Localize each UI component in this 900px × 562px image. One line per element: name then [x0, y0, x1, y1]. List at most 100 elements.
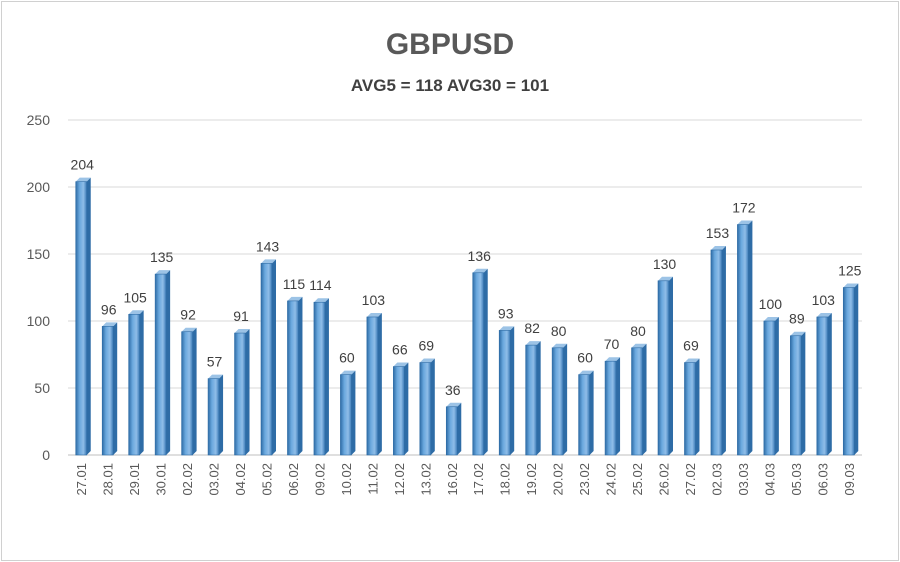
data-label: 125 — [838, 263, 862, 279]
x-tick-label: 06.02 — [286, 463, 301, 496]
bar — [525, 341, 541, 456]
bar-front — [128, 313, 140, 456]
x-tick-label: 28.01 — [101, 463, 116, 496]
bar — [816, 312, 832, 456]
data-label: 82 — [524, 320, 540, 336]
data-label: 204 — [71, 157, 95, 173]
bar-side — [457, 402, 462, 455]
bar-top — [737, 220, 753, 225]
bar — [604, 357, 621, 456]
x-tick-label: 11.02 — [365, 463, 380, 495]
data-label: 136 — [468, 248, 492, 264]
bar — [763, 317, 779, 456]
bar — [313, 298, 329, 456]
bar-side — [139, 310, 144, 455]
bar-side — [377, 312, 382, 455]
bar-side — [774, 317, 779, 455]
bar-side — [430, 358, 435, 455]
bar-top — [313, 298, 329, 303]
bar-front — [101, 326, 114, 456]
bar-side — [695, 358, 700, 455]
x-tick-label: 30.01 — [154, 463, 169, 496]
data-label: 60 — [339, 350, 355, 366]
bar-top — [234, 329, 250, 334]
bar — [75, 177, 91, 456]
bar — [790, 331, 806, 456]
bar — [234, 329, 250, 456]
y-tick-label: 0 — [42, 447, 50, 463]
bar-front — [287, 300, 299, 456]
bar-top — [419, 358, 435, 363]
x-tick-label: 04.02 — [233, 463, 248, 496]
x-tick-label: 02.03 — [709, 463, 724, 496]
bar-top — [155, 270, 171, 275]
bar-side — [324, 298, 329, 455]
bar-top — [843, 283, 859, 288]
bar — [472, 268, 488, 456]
bar-front — [207, 378, 220, 456]
bar-top — [631, 343, 647, 348]
bar-side — [113, 322, 118, 455]
bar-top — [261, 259, 276, 264]
bar-front — [551, 347, 564, 456]
data-label: 172 — [732, 200, 756, 216]
bar-top — [128, 310, 144, 315]
bar-front — [737, 224, 749, 456]
data-label: 130 — [653, 256, 677, 272]
data-label: 100 — [759, 296, 783, 312]
x-tick-label: 26.02 — [657, 463, 672, 496]
bar — [340, 370, 356, 456]
bar — [181, 327, 197, 456]
data-label: 69 — [419, 338, 435, 354]
data-label: 153 — [706, 225, 730, 241]
bar-front — [710, 249, 723, 456]
bar-side — [589, 370, 594, 455]
bar-front — [498, 330, 511, 456]
y-axis: 0 50 100 150 200 250 — [27, 112, 51, 463]
bar-side — [272, 259, 276, 455]
bar-top — [552, 343, 568, 348]
bar-top — [472, 268, 488, 273]
bar — [207, 374, 224, 456]
bar-side — [510, 326, 515, 455]
bar-front — [445, 406, 458, 456]
x-tick-label: 24.02 — [604, 463, 619, 496]
data-label: 70 — [604, 336, 620, 352]
bar-side — [483, 268, 488, 455]
bar-front — [154, 273, 167, 456]
data-label: 60 — [577, 350, 593, 366]
x-tick-label: 04.03 — [762, 463, 777, 496]
data-label: 96 — [101, 301, 117, 317]
bar-side — [192, 327, 197, 455]
x-tick-label: 18.02 — [498, 463, 513, 496]
bar-front — [181, 331, 193, 456]
bar-side — [245, 329, 250, 455]
bar-top — [287, 296, 303, 301]
bar — [393, 362, 409, 456]
bar — [737, 220, 753, 456]
data-label: 103 — [362, 292, 386, 308]
bar-top — [684, 358, 700, 363]
x-tick-label: 17.02 — [471, 463, 486, 496]
x-tick-label: 20.02 — [551, 463, 566, 496]
data-label: 115 — [283, 276, 306, 292]
data-label: 92 — [180, 307, 196, 323]
bar-side — [642, 343, 647, 455]
bar-front — [260, 263, 273, 456]
bar-top — [816, 312, 832, 317]
bar-top — [102, 322, 118, 327]
bar-side — [748, 220, 753, 455]
bar-top — [208, 374, 224, 379]
x-tick-label: 25.02 — [630, 463, 645, 496]
data-label: 103 — [812, 292, 836, 308]
data-label: 114 — [309, 277, 332, 293]
data-label: 93 — [498, 305, 514, 321]
chart-subtitle: AVG5 = 118 AVG30 = 101 — [350, 76, 550, 95]
bar — [498, 326, 515, 456]
y-tick-label: 100 — [27, 313, 51, 329]
bar — [260, 259, 276, 456]
bar-top — [710, 245, 726, 250]
bar-top — [446, 402, 462, 407]
x-tick-label: 05.03 — [789, 463, 804, 496]
